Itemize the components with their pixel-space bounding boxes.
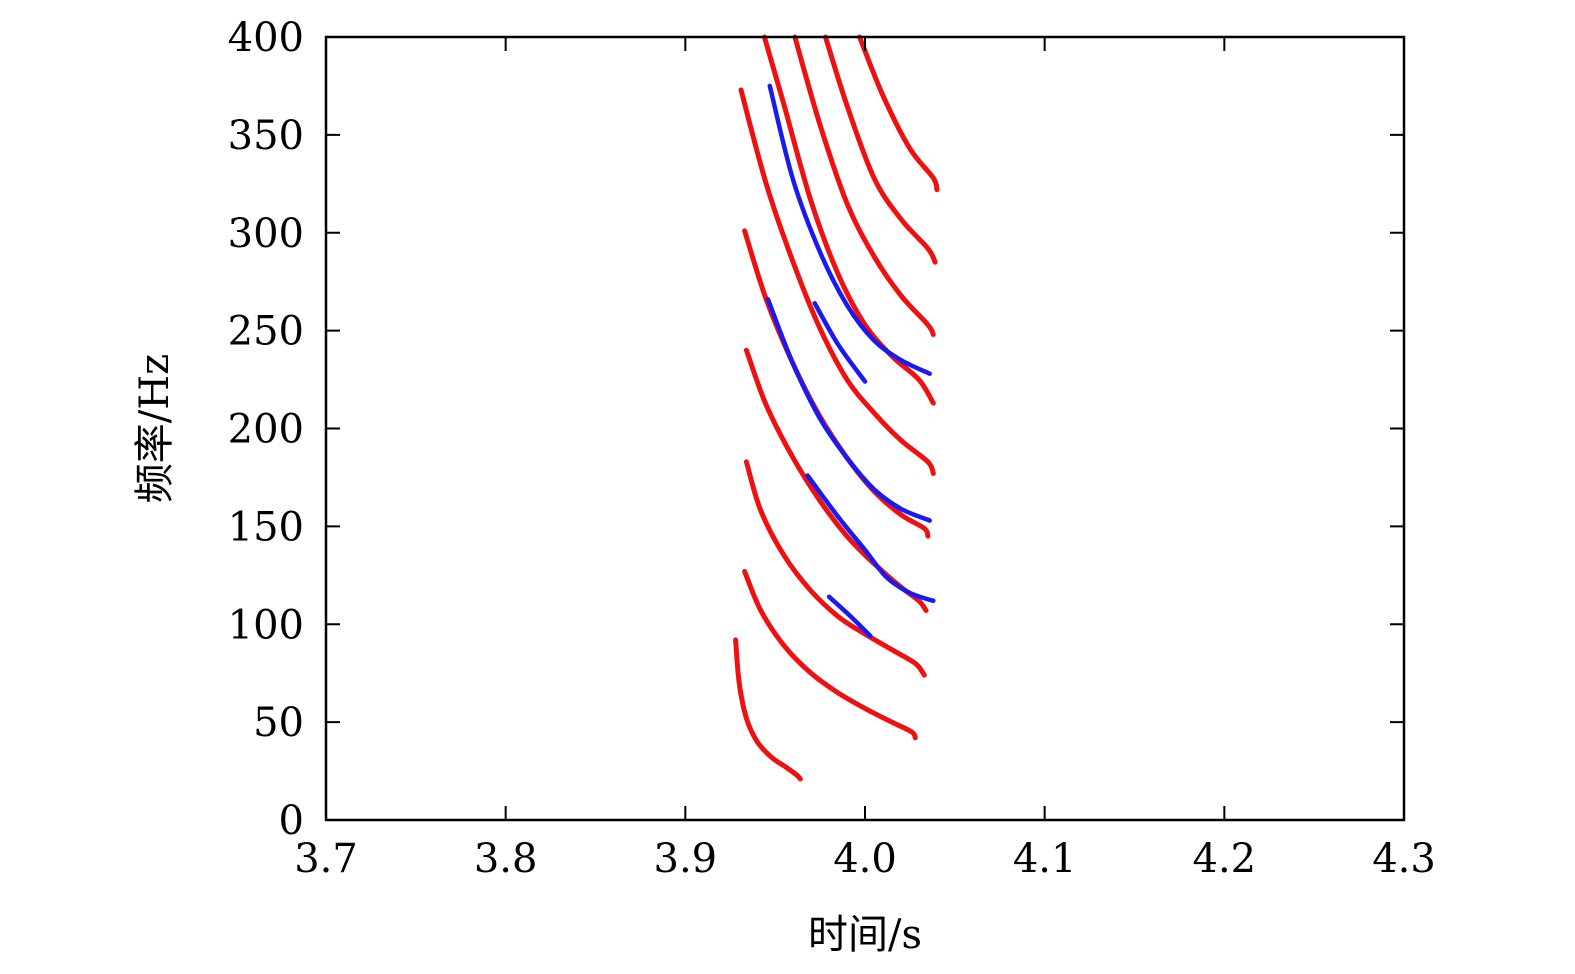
x-tick-label: 4.3: [1372, 836, 1436, 882]
x-tick-label: 3.9: [654, 836, 718, 882]
x-tick-label: 4.2: [1193, 836, 1257, 882]
x-tick-label: 4.1: [1013, 836, 1077, 882]
x-tick-label: 3.7: [294, 836, 358, 882]
series-line-blue-13: [805, 473, 936, 604]
series-line-red-2: [743, 459, 927, 678]
series-line-blue-12: [765, 297, 932, 523]
series-line-blue-10: [767, 83, 932, 376]
x-axis-label: 时间/s: [808, 912, 922, 958]
x-tick-label: 3.8: [474, 836, 538, 882]
series-layer: [733, 34, 940, 782]
y-tick-label: 100: [228, 602, 304, 648]
y-tick-label: 250: [228, 309, 304, 355]
series-line-blue-14: [826, 594, 873, 639]
series-line-red-0: [733, 637, 803, 782]
ticks-layer: 3.7 3.8 3.9 4.0 4.1 4.2 4.3 0 50 100 150 200 250 300 3…: [228, 15, 1436, 882]
y-tick-label: 350: [228, 113, 304, 159]
y-tick-label: 400: [228, 15, 304, 61]
series-line-red-6: [761, 34, 936, 406]
series-line-red-7: [792, 34, 936, 337]
y-tick-label: 200: [228, 407, 304, 453]
y-tick-label: 50: [253, 700, 304, 746]
x-tick-label: 4.0: [833, 836, 897, 882]
y-tick-label: 0: [279, 798, 304, 844]
y-axis-label: 频率/Hz: [132, 354, 178, 503]
y-tick-label: 150: [228, 504, 304, 550]
series-line-blue-11: [812, 300, 868, 384]
series-line-red-8: [823, 34, 938, 265]
series-line-red-9: [857, 34, 940, 193]
series-line-red-4: [742, 228, 931, 539]
y-tick-label: 300: [228, 211, 304, 257]
series-line-red-3: [743, 347, 929, 613]
series-line-red-1: [742, 568, 918, 741]
series-line-red-5: [738, 87, 936, 476]
